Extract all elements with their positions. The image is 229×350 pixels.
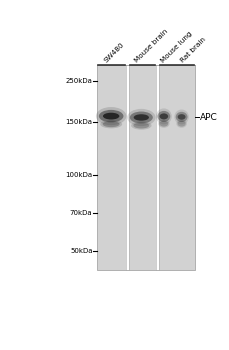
Text: 250kDa: 250kDa — [66, 78, 93, 84]
Ellipse shape — [174, 110, 189, 124]
Ellipse shape — [158, 111, 170, 122]
Ellipse shape — [130, 112, 153, 123]
Bar — [97, 65, 195, 270]
Text: Rat brain: Rat brain — [180, 36, 207, 64]
Text: 100kDa: 100kDa — [65, 173, 93, 179]
Ellipse shape — [100, 120, 122, 128]
Ellipse shape — [127, 109, 155, 126]
Ellipse shape — [103, 121, 120, 127]
Ellipse shape — [177, 121, 186, 127]
Ellipse shape — [159, 121, 168, 127]
Bar — [125, 65, 129, 270]
Ellipse shape — [134, 122, 149, 128]
Ellipse shape — [131, 121, 152, 130]
Text: Mouse lung: Mouse lung — [160, 30, 194, 64]
Text: APC: APC — [200, 113, 218, 122]
Text: SW480: SW480 — [103, 41, 126, 64]
Text: 70kDa: 70kDa — [70, 210, 93, 216]
Ellipse shape — [134, 114, 149, 121]
Ellipse shape — [160, 113, 168, 119]
Text: 50kDa: 50kDa — [70, 248, 93, 254]
Ellipse shape — [178, 114, 185, 120]
Text: 150kDa: 150kDa — [65, 119, 93, 125]
Ellipse shape — [156, 108, 172, 124]
Bar — [156, 65, 159, 270]
Ellipse shape — [103, 113, 119, 119]
Ellipse shape — [96, 107, 126, 125]
Text: Mouse brain: Mouse brain — [134, 28, 169, 64]
Ellipse shape — [99, 110, 123, 122]
Ellipse shape — [176, 112, 188, 122]
Ellipse shape — [176, 119, 187, 128]
Ellipse shape — [158, 119, 169, 128]
